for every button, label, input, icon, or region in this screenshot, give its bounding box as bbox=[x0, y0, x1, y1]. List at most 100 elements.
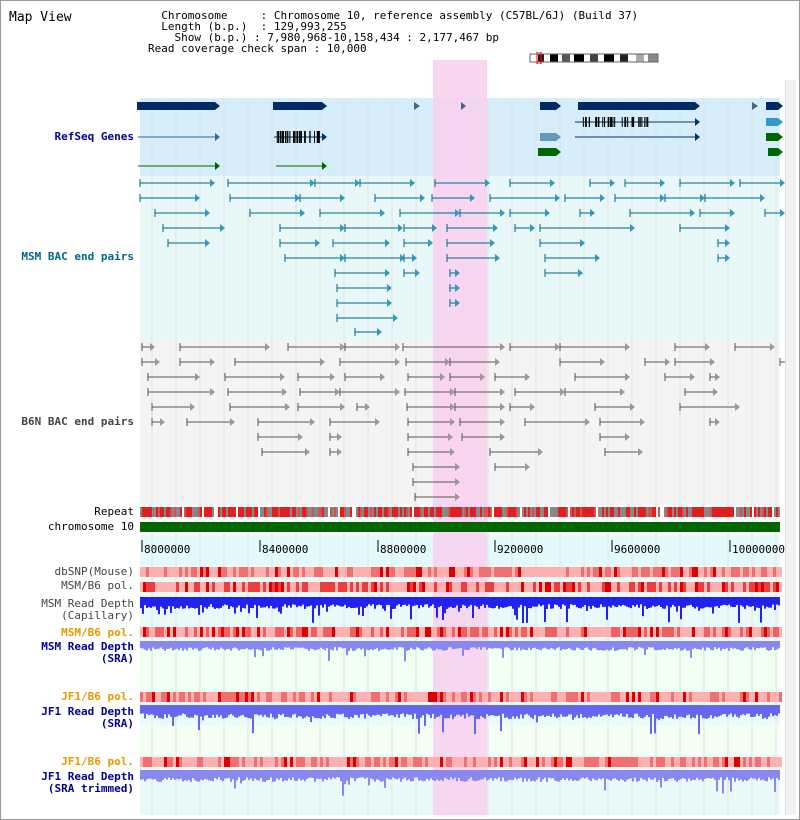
heat-cell bbox=[233, 627, 236, 637]
chromosome-ideogram[interactable] bbox=[528, 52, 660, 64]
depth-bar bbox=[642, 641, 644, 649]
depth-bar bbox=[158, 641, 160, 649]
heat-cell bbox=[548, 627, 551, 637]
depth-bar bbox=[548, 705, 550, 716]
refseq-gene-arrow bbox=[556, 148, 561, 156]
depth-bar bbox=[482, 705, 484, 718]
heat-cell bbox=[380, 627, 383, 637]
depth-bar bbox=[546, 641, 548, 649]
repeat-segment bbox=[456, 507, 458, 517]
heat-cell bbox=[341, 627, 344, 637]
depth-bar bbox=[142, 597, 144, 614]
track-label-msm-bac[interactable]: MSM BAC end pairs bbox=[21, 250, 134, 263]
depth-bar bbox=[592, 705, 594, 717]
depth-bar bbox=[178, 597, 180, 609]
depth-bar bbox=[162, 641, 164, 650]
depth-bar bbox=[536, 641, 538, 649]
msm-bac-end bbox=[377, 328, 382, 336]
heat-cell bbox=[572, 692, 575, 702]
heat-cell bbox=[584, 582, 587, 592]
depth-bar bbox=[294, 641, 296, 648]
depth-bar bbox=[710, 597, 712, 608]
depth-bar bbox=[362, 597, 364, 617]
depth-bar bbox=[374, 641, 376, 650]
depth-bar bbox=[610, 597, 612, 608]
depth-bar bbox=[312, 705, 314, 717]
depth-bar bbox=[328, 641, 330, 661]
heat-cell bbox=[605, 567, 608, 577]
depth-bar bbox=[312, 641, 314, 650]
heat-cell bbox=[461, 757, 464, 767]
depth-bar bbox=[234, 641, 236, 648]
depth-bar bbox=[522, 641, 524, 650]
depth-bar bbox=[560, 770, 562, 781]
vertical-scrollbar[interactable] bbox=[785, 80, 796, 815]
heat-cell bbox=[668, 582, 671, 592]
repeat-segment bbox=[280, 507, 282, 517]
depth-bar bbox=[538, 641, 540, 650]
heat-cell bbox=[152, 757, 155, 767]
heat-cell bbox=[251, 627, 254, 637]
heat-cell bbox=[650, 692, 653, 702]
heat-cell bbox=[227, 692, 230, 702]
heat-cell bbox=[470, 567, 473, 577]
heat-cell bbox=[152, 627, 155, 637]
depth-bar bbox=[582, 597, 584, 607]
heat-cell bbox=[554, 757, 557, 767]
depth-bar bbox=[302, 705, 304, 719]
track-label-refseq[interactable]: RefSeq Genes bbox=[54, 130, 134, 143]
repeat-segment bbox=[140, 507, 142, 517]
depth-bar bbox=[222, 597, 224, 606]
heat-cell bbox=[377, 757, 380, 767]
heat-cell bbox=[209, 692, 212, 702]
depth-bar bbox=[600, 597, 602, 605]
heat-cell bbox=[359, 757, 362, 767]
ideogram-position-marker bbox=[536, 52, 542, 64]
repeat-segment bbox=[680, 507, 682, 517]
repeat-segment bbox=[178, 507, 180, 517]
repeat-segment bbox=[306, 507, 308, 517]
heat-cell bbox=[539, 692, 542, 702]
depth-bar bbox=[242, 597, 244, 608]
depth-bar bbox=[652, 705, 654, 714]
depth-bar bbox=[742, 705, 744, 715]
heat-cell bbox=[230, 757, 233, 767]
repeat-segment bbox=[730, 507, 732, 517]
depth-bar bbox=[750, 705, 752, 718]
depth-bar bbox=[416, 705, 418, 719]
depth-bar bbox=[478, 705, 480, 719]
depth-bar bbox=[276, 705, 278, 719]
heat-cell bbox=[254, 567, 257, 577]
depth-bar bbox=[254, 641, 256, 658]
depth-bar bbox=[288, 705, 290, 718]
repeat-segment bbox=[146, 507, 148, 517]
depth-bar bbox=[526, 770, 528, 782]
repeat-segment bbox=[654, 507, 656, 517]
depth-bar bbox=[708, 597, 710, 608]
depth-bar bbox=[318, 641, 320, 650]
depth-bar bbox=[736, 705, 738, 717]
depth-bar bbox=[568, 705, 570, 715]
track-label-b6n-bac[interactable]: B6N BAC end pairs bbox=[21, 415, 134, 428]
depth-bar bbox=[436, 641, 438, 649]
heat-cell bbox=[728, 757, 731, 767]
repeat-segment bbox=[426, 507, 428, 517]
depth-bar bbox=[250, 597, 252, 609]
depth-bar bbox=[562, 597, 564, 605]
depth-bar bbox=[686, 641, 688, 651]
repeat-segment bbox=[650, 507, 652, 517]
heat-cell bbox=[704, 567, 707, 577]
repeat-segment bbox=[342, 507, 344, 517]
heat-cell bbox=[656, 757, 659, 767]
heat-cell bbox=[749, 567, 752, 577]
heat-cell bbox=[191, 627, 194, 637]
heat-cell bbox=[398, 627, 401, 637]
depth-bar bbox=[634, 770, 636, 778]
depth-bar bbox=[522, 705, 524, 719]
heat-cell bbox=[551, 567, 554, 577]
depth-bar bbox=[620, 770, 622, 780]
depth-bar bbox=[300, 641, 302, 648]
heat-cell bbox=[140, 627, 143, 637]
repeat-segment bbox=[432, 507, 434, 517]
